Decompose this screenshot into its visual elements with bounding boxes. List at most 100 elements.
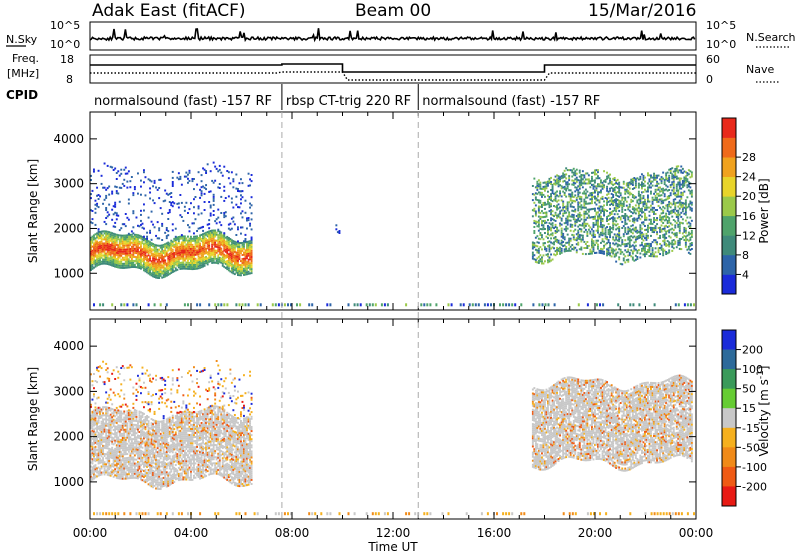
echo-cell [248,173,250,175]
echo-cell [119,245,121,247]
echo-cell [543,263,545,265]
echo-cell [117,236,119,238]
echo-cell [603,170,605,172]
echo-cell [111,209,113,211]
echo-cell [617,252,619,254]
echo-cell [187,178,189,180]
echo-cell [104,163,106,165]
echo-cell [685,244,687,246]
echo-cell [664,195,666,197]
echo-cell [242,182,244,184]
echo-cell [246,228,248,230]
echo-cell [217,229,219,231]
echo-cell [544,228,546,230]
echo-cell [178,172,180,174]
ground-cell [148,303,150,306]
echo-cell [204,193,206,195]
echo-cell [568,183,570,185]
echo-cell [134,186,136,188]
station-title: Adak East (fitACF) [92,1,246,21]
echo-cell [618,230,620,232]
ground-cell [199,303,201,306]
ground-cell [405,303,407,306]
echo-cell [561,252,563,254]
echo-cell [242,190,244,192]
echo-cell [576,199,578,201]
echo-cell [222,175,224,177]
echo-cell [652,197,654,199]
echo-cell [158,229,160,231]
echo-cell [547,231,549,233]
echo-cell [95,417,97,419]
nave-line [90,72,696,80]
echo-cell [164,259,166,261]
echo-cell [158,277,160,279]
echo-cell [552,232,554,234]
echo-cell [123,169,125,171]
echo-cell [249,178,251,180]
date-title: 15/Mar/2016 [588,1,696,21]
echo-cell [243,244,245,246]
echo-cell [210,205,212,207]
echo-cell [593,246,595,248]
echo-cell [208,201,210,203]
echo-cell [178,240,180,242]
echo-cell [685,232,687,234]
echo-cell [101,417,103,419]
echo-cell [664,181,666,183]
echo-cell [661,182,663,184]
echo-cell [641,216,643,218]
echo-cell [568,244,570,246]
echo-cell [539,200,541,202]
echo-cell [580,230,582,232]
echo-cell [213,196,215,198]
echo-cell [242,266,244,268]
echo-cell [213,194,215,196]
echo-cell [589,182,591,184]
echo-cell [120,421,122,423]
echo-cell [223,232,225,234]
echo-cell [235,204,237,206]
echo-cell [565,248,567,250]
echo-cell [585,195,587,197]
echo-cell [239,256,241,258]
echo-cell [639,194,641,196]
echo-cell [532,199,534,201]
echo-cell [541,196,543,198]
echo-cell [627,261,629,263]
echo-cell [543,226,545,228]
echo-cell [535,213,537,215]
echo-cell [546,248,548,250]
echo-cell [632,253,634,255]
echo-cell [149,187,151,189]
echo-cell [591,194,593,196]
echo-cell [184,260,186,262]
echo-cell [187,236,189,238]
echo-cell [652,185,654,187]
echo-cell [676,236,678,238]
echo-cell [606,172,608,174]
echo-cell [114,222,116,224]
echo-cell [567,224,569,226]
echo-cell [214,230,216,232]
echo-cell [117,437,119,439]
echo-cell [120,411,122,413]
ground-cell [545,303,547,306]
echo-cell [172,185,174,187]
echo-cell [193,222,195,224]
echo-cell [656,231,658,233]
echo-cell [565,246,567,248]
echo-cell [611,231,613,233]
echo-cell [621,221,623,223]
echo-cell [621,263,623,265]
echo-cell [621,251,623,253]
echo-cell [644,249,646,251]
echo-cell [629,242,631,244]
echo-cell [251,256,253,258]
echo-cell [547,253,549,255]
echo-cell [641,208,643,210]
echo-cell [187,182,189,184]
echo-cell [117,193,119,195]
echo-cell [122,183,124,185]
